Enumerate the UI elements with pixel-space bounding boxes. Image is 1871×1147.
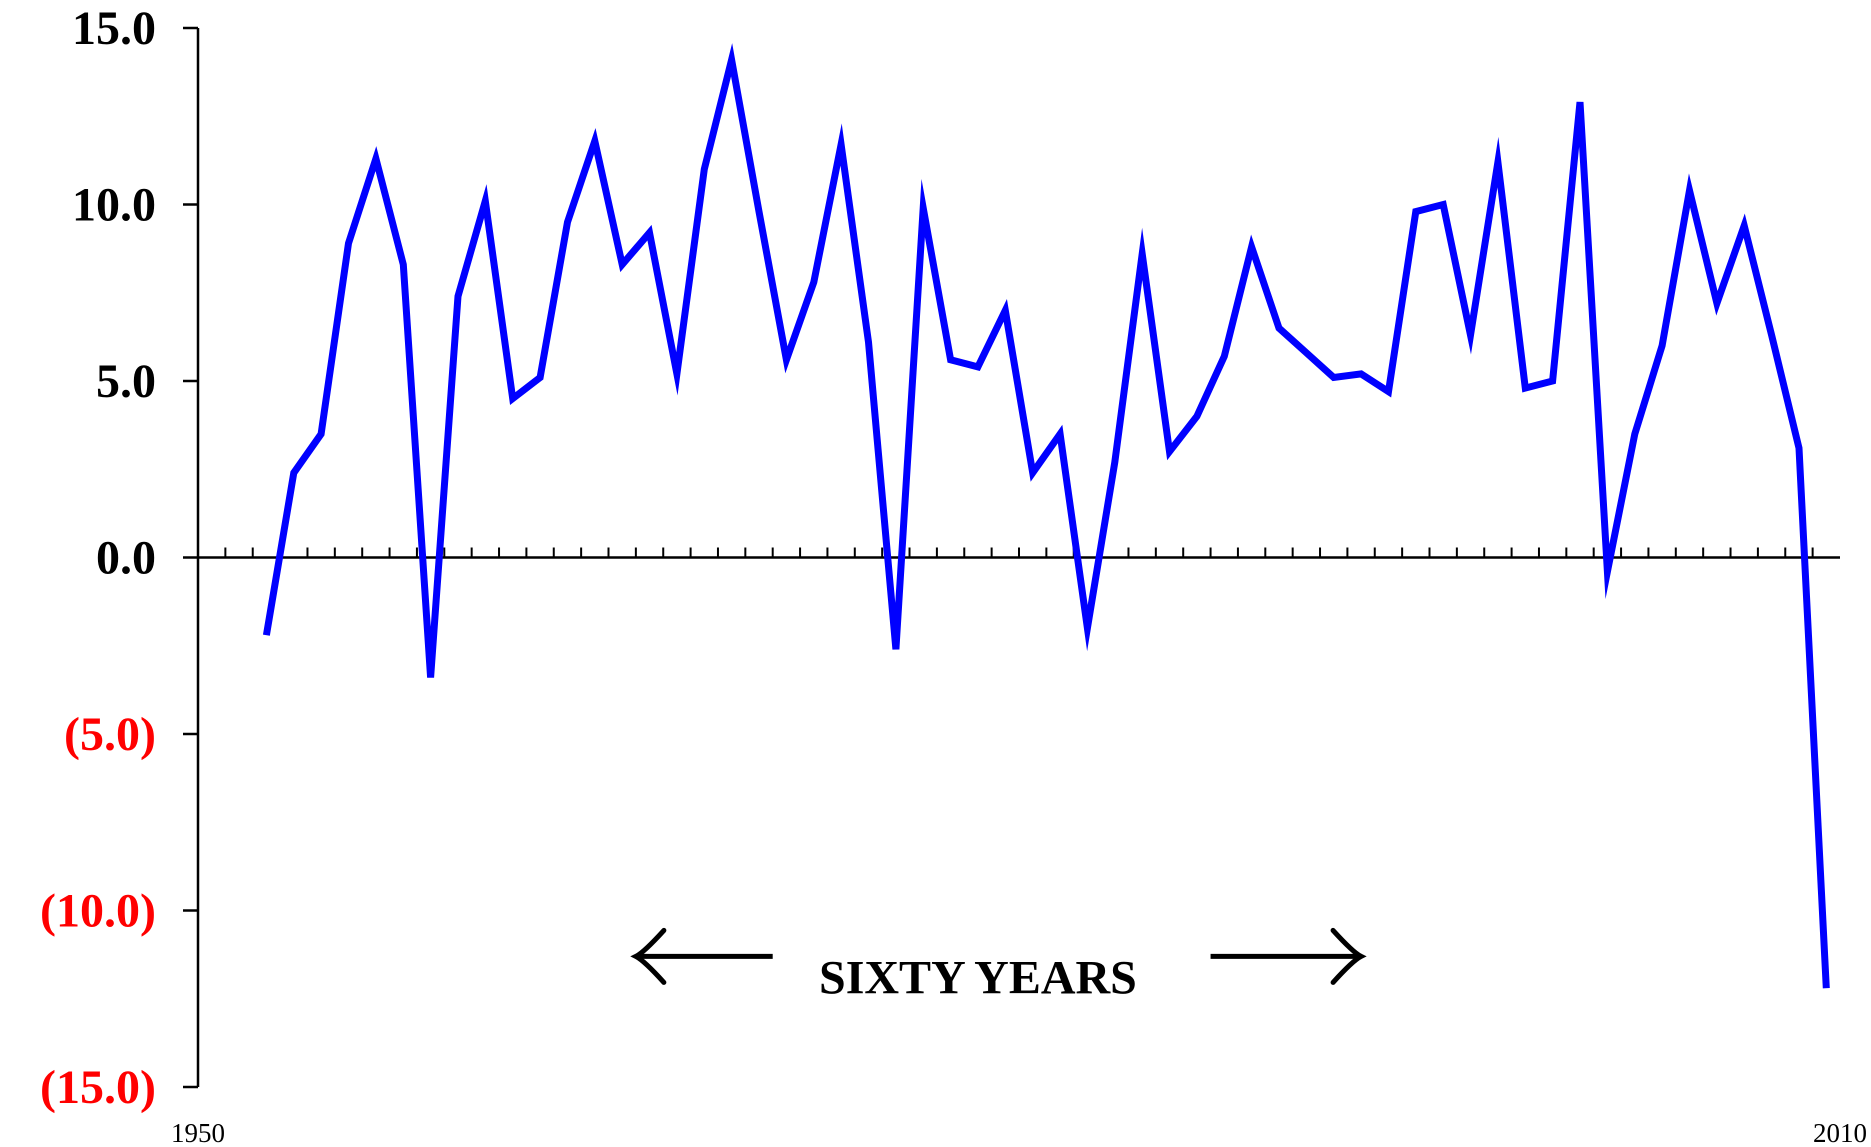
y-tick-label: 0.0 bbox=[96, 532, 156, 585]
tick-labels: 15.0 10.0 5.0 0.0 (5.0) (10.0) (15.0) 1950 2010 bbox=[40, 2, 1867, 1147]
left-arrow-head bbox=[630, 927, 667, 985]
series-layer bbox=[262, 43, 1830, 989]
x-tick-label: 1950 bbox=[171, 1118, 225, 1147]
y-tick-label: (15.0) bbox=[40, 1061, 156, 1114]
right-arrow bbox=[1210, 927, 1367, 985]
right-arrow-head bbox=[1330, 927, 1367, 985]
y-tick-label: (5.0) bbox=[64, 708, 156, 761]
sixty-years-annotation-text: SIXTY YEARS bbox=[819, 952, 1137, 1005]
x-tick-label: 2010 bbox=[1813, 1118, 1867, 1147]
series-line bbox=[262, 43, 1830, 989]
y-tick-label: (10.0) bbox=[40, 885, 156, 938]
annotation: SIXTY YEARS bbox=[630, 927, 1367, 1005]
left-arrow bbox=[630, 927, 773, 985]
y-tick-label: 10.0 bbox=[72, 179, 156, 232]
y-tick-label: 5.0 bbox=[96, 355, 156, 408]
y-tick-label: 15.0 bbox=[72, 2, 156, 55]
